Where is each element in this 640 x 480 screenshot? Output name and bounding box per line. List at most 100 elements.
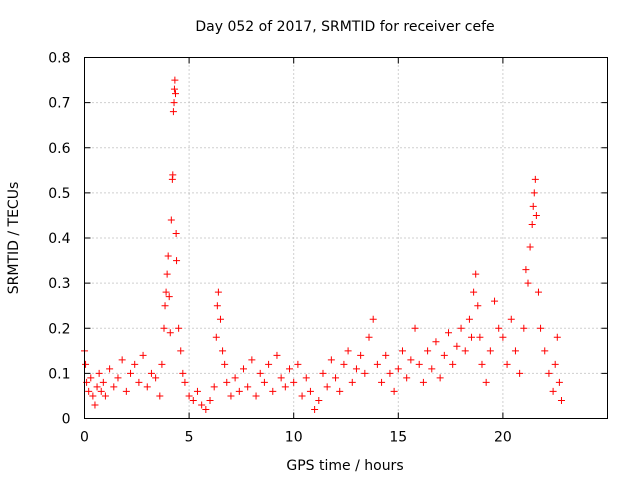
- data-point: [336, 387, 344, 395]
- data-point: [520, 324, 528, 332]
- data-point: [93, 383, 101, 391]
- data-point: [97, 387, 105, 395]
- data-point: [281, 383, 289, 391]
- data-point: [172, 229, 180, 237]
- data-point: [499, 333, 507, 341]
- data-point: [210, 383, 218, 391]
- data-point: [179, 369, 187, 377]
- data-point: [216, 315, 224, 323]
- data-point: [135, 378, 143, 386]
- data-point: [198, 401, 206, 409]
- data-point: [110, 383, 118, 391]
- data-point: [164, 252, 172, 260]
- y-tick-label: 0.6: [48, 141, 70, 157]
- data-point: [323, 383, 331, 391]
- data-points: [81, 76, 565, 413]
- data-point: [169, 108, 177, 116]
- data-point: [382, 351, 390, 359]
- data-point: [127, 369, 135, 377]
- data-point: [227, 392, 235, 400]
- data-point: [269, 387, 277, 395]
- plot-frame: [84, 57, 608, 419]
- data-point: [89, 392, 97, 400]
- data-point: [332, 374, 340, 382]
- data-point: [223, 378, 231, 386]
- data-point: [175, 324, 183, 332]
- data-point: [162, 288, 170, 296]
- data-point: [491, 297, 499, 305]
- data-point: [537, 324, 545, 332]
- data-point: [373, 360, 381, 368]
- data-point: [139, 351, 147, 359]
- data-point: [327, 356, 335, 364]
- data-point: [436, 374, 444, 382]
- data-point: [118, 356, 126, 364]
- data-point: [87, 374, 95, 382]
- data-point: [170, 85, 178, 93]
- data-point: [290, 378, 298, 386]
- data-point: [390, 387, 398, 395]
- data-point: [545, 369, 553, 377]
- data-point: [302, 374, 310, 382]
- data-point: [294, 360, 302, 368]
- data-point: [522, 266, 530, 274]
- data-point: [244, 383, 252, 391]
- data-point: [516, 369, 524, 377]
- data-point: [468, 333, 476, 341]
- y-tick-label: 0.4: [48, 231, 70, 247]
- data-point: [101, 392, 109, 400]
- data-point: [428, 365, 436, 373]
- data-point: [122, 387, 130, 395]
- data-point: [532, 211, 540, 219]
- x-tick-label: 10: [285, 430, 303, 446]
- data-point: [449, 360, 457, 368]
- data-point: [156, 392, 164, 400]
- data-point: [348, 378, 356, 386]
- data-point: [511, 347, 519, 355]
- data-point: [219, 347, 227, 355]
- y-tick-label: 0.7: [48, 96, 70, 112]
- data-point: [365, 333, 373, 341]
- data-point: [189, 396, 197, 404]
- data-point: [82, 360, 90, 368]
- data-point: [158, 360, 166, 368]
- data-point: [235, 387, 243, 395]
- data-point: [424, 347, 432, 355]
- data-point: [99, 378, 107, 386]
- data-point: [386, 369, 394, 377]
- data-point: [298, 392, 306, 400]
- y-axis-label: SRMTID / TECUs: [6, 182, 22, 295]
- y-tick-label: 0: [62, 412, 71, 428]
- data-point: [357, 351, 365, 359]
- data-point: [411, 324, 419, 332]
- data-point: [212, 333, 220, 341]
- x-axis-label: GPS time / hours: [286, 458, 403, 474]
- x-tick-label: 15: [389, 430, 407, 446]
- data-point: [171, 76, 179, 84]
- data-point: [340, 360, 348, 368]
- data-point: [252, 392, 260, 400]
- data-point: [440, 351, 448, 359]
- y-tick-label: 0.8: [48, 51, 70, 67]
- data-point: [541, 347, 549, 355]
- data-point: [193, 387, 201, 395]
- data-point: [453, 342, 461, 350]
- data-point: [147, 369, 155, 377]
- data-point: [472, 270, 480, 278]
- data-point: [476, 333, 484, 341]
- x-tick-label: 0: [80, 430, 89, 446]
- data-point: [173, 257, 181, 265]
- data-point: [265, 360, 273, 368]
- y-tick-label: 0.3: [48, 276, 70, 292]
- data-point: [361, 369, 369, 377]
- data-point: [131, 360, 139, 368]
- data-point: [95, 369, 103, 377]
- data-point: [315, 396, 323, 404]
- data-point: [531, 175, 539, 183]
- data-point: [306, 387, 314, 395]
- data-point: [221, 360, 229, 368]
- data-point: [529, 202, 537, 210]
- x-tick-label: 20: [494, 430, 512, 446]
- data-point: [273, 351, 281, 359]
- data-point: [551, 360, 559, 368]
